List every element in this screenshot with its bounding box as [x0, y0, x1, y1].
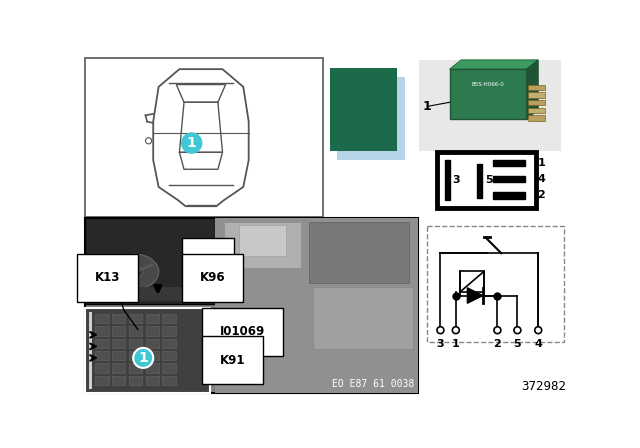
- Bar: [90, 312, 92, 389]
- Bar: [86, 218, 418, 393]
- Text: 2: 2: [493, 340, 501, 349]
- Bar: [111, 339, 125, 348]
- Text: 372982: 372982: [522, 379, 566, 392]
- Circle shape: [452, 327, 460, 334]
- Bar: [445, 160, 451, 200]
- Bar: [163, 314, 176, 323]
- Bar: [129, 375, 143, 385]
- Text: I01069: I01069: [220, 325, 266, 338]
- Text: 1: 1: [422, 99, 431, 112]
- Bar: [86, 218, 215, 304]
- Bar: [93, 287, 207, 301]
- Polygon shape: [467, 288, 483, 303]
- Text: K96: K96: [200, 271, 225, 284]
- Bar: [337, 77, 405, 160]
- Circle shape: [494, 327, 501, 334]
- Bar: [145, 351, 159, 360]
- Text: 3: 3: [436, 340, 444, 349]
- Text: 1: 1: [452, 340, 460, 349]
- Bar: [330, 68, 397, 151]
- Bar: [86, 308, 210, 392]
- Text: 3: 3: [452, 175, 460, 185]
- Circle shape: [535, 327, 541, 334]
- Bar: [224, 222, 301, 268]
- Text: 1: 1: [187, 136, 196, 150]
- Bar: [493, 160, 525, 166]
- Text: K91: K91: [220, 354, 246, 367]
- Bar: [312, 287, 413, 349]
- Bar: [450, 69, 527, 119]
- Bar: [145, 375, 159, 385]
- Bar: [95, 326, 109, 336]
- Bar: [129, 326, 143, 336]
- Bar: [111, 363, 125, 373]
- Bar: [129, 314, 143, 323]
- Bar: [129, 339, 143, 348]
- Text: 5: 5: [485, 175, 493, 185]
- Bar: [528, 92, 545, 98]
- Bar: [163, 326, 176, 336]
- Bar: [477, 164, 482, 198]
- Text: EO E87 61 0038: EO E87 61 0038: [332, 379, 414, 389]
- Bar: [111, 326, 125, 336]
- Text: 1: 1: [138, 351, 148, 365]
- Bar: [427, 226, 564, 342]
- Bar: [437, 152, 536, 208]
- Polygon shape: [450, 60, 538, 69]
- Bar: [145, 339, 159, 348]
- Bar: [163, 375, 176, 385]
- Bar: [460, 271, 484, 293]
- Circle shape: [182, 133, 202, 153]
- Bar: [111, 351, 125, 360]
- Bar: [163, 363, 176, 373]
- Bar: [308, 222, 409, 283]
- Bar: [239, 225, 285, 256]
- Text: B5S-H066-0: B5S-H066-0: [472, 82, 504, 87]
- Bar: [95, 314, 109, 323]
- Circle shape: [437, 327, 444, 334]
- Bar: [95, 363, 109, 373]
- Bar: [145, 363, 159, 373]
- Bar: [111, 375, 125, 385]
- Bar: [145, 326, 159, 336]
- Circle shape: [514, 327, 521, 334]
- Bar: [419, 60, 561, 151]
- Bar: [528, 116, 545, 121]
- Text: 5: 5: [514, 340, 521, 349]
- Text: 4: 4: [534, 340, 542, 349]
- Bar: [129, 351, 143, 360]
- Ellipse shape: [128, 266, 143, 277]
- Polygon shape: [527, 60, 538, 119]
- Bar: [129, 363, 143, 373]
- Bar: [215, 218, 418, 393]
- Bar: [528, 108, 545, 113]
- Ellipse shape: [113, 254, 159, 289]
- Bar: [528, 100, 545, 105]
- Bar: [163, 339, 176, 348]
- Bar: [95, 351, 109, 360]
- Bar: [111, 314, 125, 323]
- Text: K2: K2: [200, 256, 217, 269]
- Text: 4: 4: [538, 174, 545, 184]
- Bar: [86, 58, 323, 217]
- Bar: [493, 192, 525, 198]
- Bar: [493, 176, 525, 182]
- Bar: [95, 339, 109, 348]
- Text: 1: 1: [538, 158, 545, 168]
- Bar: [163, 351, 176, 360]
- Circle shape: [133, 348, 153, 368]
- Bar: [528, 85, 545, 90]
- Bar: [145, 314, 159, 323]
- Text: 2: 2: [538, 190, 545, 200]
- Text: K13: K13: [95, 271, 120, 284]
- Bar: [95, 375, 109, 385]
